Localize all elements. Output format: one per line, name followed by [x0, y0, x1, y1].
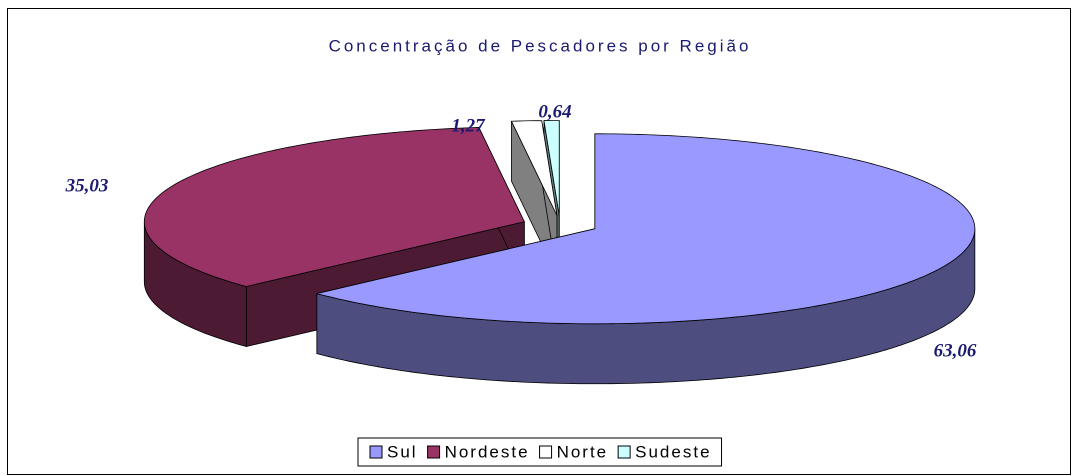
legend-swatch	[369, 445, 383, 459]
legend-swatch	[617, 445, 631, 459]
slice-top	[510, 120, 558, 216]
legend-swatch	[539, 445, 553, 459]
slice-top	[143, 127, 525, 287]
legend-swatch	[427, 445, 441, 459]
slice-top	[316, 133, 976, 325]
legend-label: Sul	[387, 442, 418, 461]
data-label: 0,64	[538, 101, 571, 122]
slice-top	[543, 120, 560, 216]
slice	[316, 133, 976, 385]
data-label: 35,03	[65, 175, 109, 196]
legend-label: Nordeste	[445, 442, 530, 461]
legend: Sul Nordeste Norte Sudeste	[357, 437, 723, 467]
data-label: 1,27	[451, 115, 486, 136]
legend-label: Norte	[557, 442, 609, 461]
data-label: 63,06	[934, 340, 977, 361]
legend-label: Sudeste	[635, 442, 711, 461]
chart-title: Concentração de Pescadores por Região	[329, 36, 752, 55]
